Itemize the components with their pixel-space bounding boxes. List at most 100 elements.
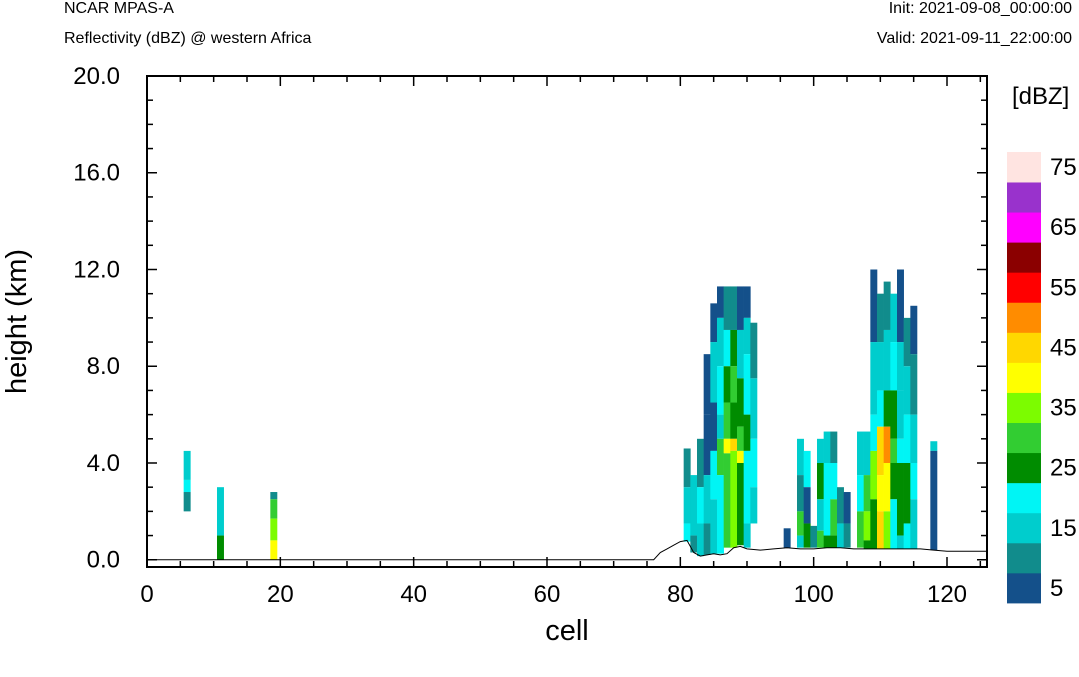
terrain-profile (147, 539, 987, 561)
reflectivity-cell (877, 475, 884, 512)
colorbar-swatch (1007, 542, 1041, 574)
colorbar-label: 25 (1050, 455, 1077, 482)
reflectivity-cell (710, 450, 718, 500)
reflectivity-cell (877, 342, 884, 391)
colorbar-swatch (1007, 482, 1041, 514)
colorbar-swatch (1007, 392, 1041, 423)
reflectivity-cell (890, 293, 898, 343)
x-axis-label: cell (545, 615, 589, 647)
reflectivity-cell (870, 499, 878, 549)
reflectivity-cell (877, 390, 884, 427)
y-tick-label: 0.0 (87, 547, 120, 574)
reflectivity-cell (703, 414, 711, 476)
reflectivity-cell (730, 450, 738, 548)
reflectivity-cell (270, 492, 278, 500)
model-title: NCAR MPAS-A (64, 0, 174, 17)
reflectivity-cell (710, 303, 718, 343)
reflectivity-cell (897, 390, 904, 439)
reflectivity-cell (683, 523, 691, 542)
reflectivity-cell (783, 528, 791, 548)
colorbar-label: 55 (1050, 274, 1077, 301)
reflectivity-cell (817, 462, 824, 500)
reflectivity-cell (877, 511, 884, 549)
axis-ticks (146, 75, 987, 567)
reflectivity-cell (843, 492, 851, 524)
reflectivity-cell (863, 540, 871, 549)
reflectivity-cell (743, 414, 751, 451)
reflectivity-cell (730, 366, 738, 403)
reflectivity-cell (890, 342, 898, 391)
reflectivity-cell (730, 329, 738, 367)
reflectivity-cell (903, 317, 911, 367)
reflectivity-cell (797, 438, 804, 476)
terrain-line (147, 539, 987, 561)
colorbar-swatch (1007, 422, 1041, 454)
reflectivity-cell (870, 450, 878, 500)
colorbar-label: 65 (1050, 214, 1077, 241)
reflectivity-cell (890, 390, 898, 439)
reflectivity-cell (897, 535, 904, 549)
colorbar-swatch (1007, 212, 1041, 243)
reflectivity-cell (710, 499, 718, 554)
chart-subtitle: Reflectivity (dBZ) @ western Africa (64, 30, 312, 47)
reflectivity-cell (217, 487, 224, 536)
reflectivity-cell (803, 523, 811, 548)
reflectivity-cell (930, 441, 938, 451)
reflectivity-cell (877, 426, 884, 476)
reflectivity-cell (697, 438, 704, 488)
reflectivity-cell (183, 450, 191, 480)
reflectivity-cell (183, 479, 191, 493)
reflectivity-cell (903, 523, 911, 549)
colorbar-swatch (1007, 512, 1041, 544)
reflectivity-cell (870, 269, 878, 343)
colorbar-label: 35 (1050, 395, 1077, 422)
reflectivity-cell (863, 475, 871, 512)
reflectivity-cell (690, 535, 698, 553)
reflectivity-cell (803, 487, 811, 524)
reflectivity-cell (910, 305, 918, 355)
reflectivity-cell (797, 475, 804, 512)
reflectivity-cell (737, 378, 744, 427)
reflectivity-cell (730, 286, 738, 330)
reflectivity-cell (830, 431, 838, 463)
reflectivity-cell (897, 342, 904, 391)
reflectivity-cell (697, 487, 704, 524)
x-tick-labels: 0 20 40 60 80 100 120 (140, 581, 967, 608)
colorbar: 5 15 25 35 45 55 65 75 (1007, 152, 1077, 604)
reflectivity-cell (883, 390, 891, 427)
reflectivity-cell (697, 523, 704, 557)
reflectivity-cell (750, 322, 758, 379)
reflectivity-cell (863, 431, 871, 476)
reflectivity-cell (843, 523, 851, 548)
y-tick-label: 8.0 (87, 353, 120, 380)
reflectivity-cell (683, 448, 691, 488)
reflectivity-cell (890, 499, 898, 549)
reflectivity-cell (897, 462, 904, 536)
reflectivity-cell (723, 453, 731, 548)
reflectivity-cell (897, 438, 904, 463)
reflectivity-cell (910, 462, 918, 500)
reflectivity-cell (817, 499, 824, 531)
reflectivity-cell (717, 317, 724, 367)
reflectivity-cell (183, 492, 191, 512)
reflectivity-cell (903, 462, 911, 524)
reflectivity-cell (737, 426, 744, 451)
reflectivity-cell (270, 518, 278, 541)
colorbar-swatch (1007, 452, 1041, 484)
reflectivity-cell (910, 499, 918, 549)
y-tick-label: 12.0 (73, 256, 120, 283)
x-tick-label: 20 (267, 581, 294, 608)
reflectivity-cell (910, 354, 918, 415)
reflectivity-cell (750, 378, 758, 439)
reflectivity-cell (883, 281, 891, 330)
valid-time: Valid: 2021-09-11_22:00:00 (876, 30, 1072, 47)
reflectivity-cell (683, 487, 691, 524)
reflectivity-cell (710, 342, 718, 403)
reflectivity-cell (737, 462, 744, 546)
y-axis-label: height (km) (1, 249, 33, 394)
reflectivity-cell (743, 354, 751, 415)
reflectivity-cell (723, 286, 731, 330)
reflectivity-cell (897, 269, 904, 343)
reflectivity-cell (690, 475, 698, 536)
